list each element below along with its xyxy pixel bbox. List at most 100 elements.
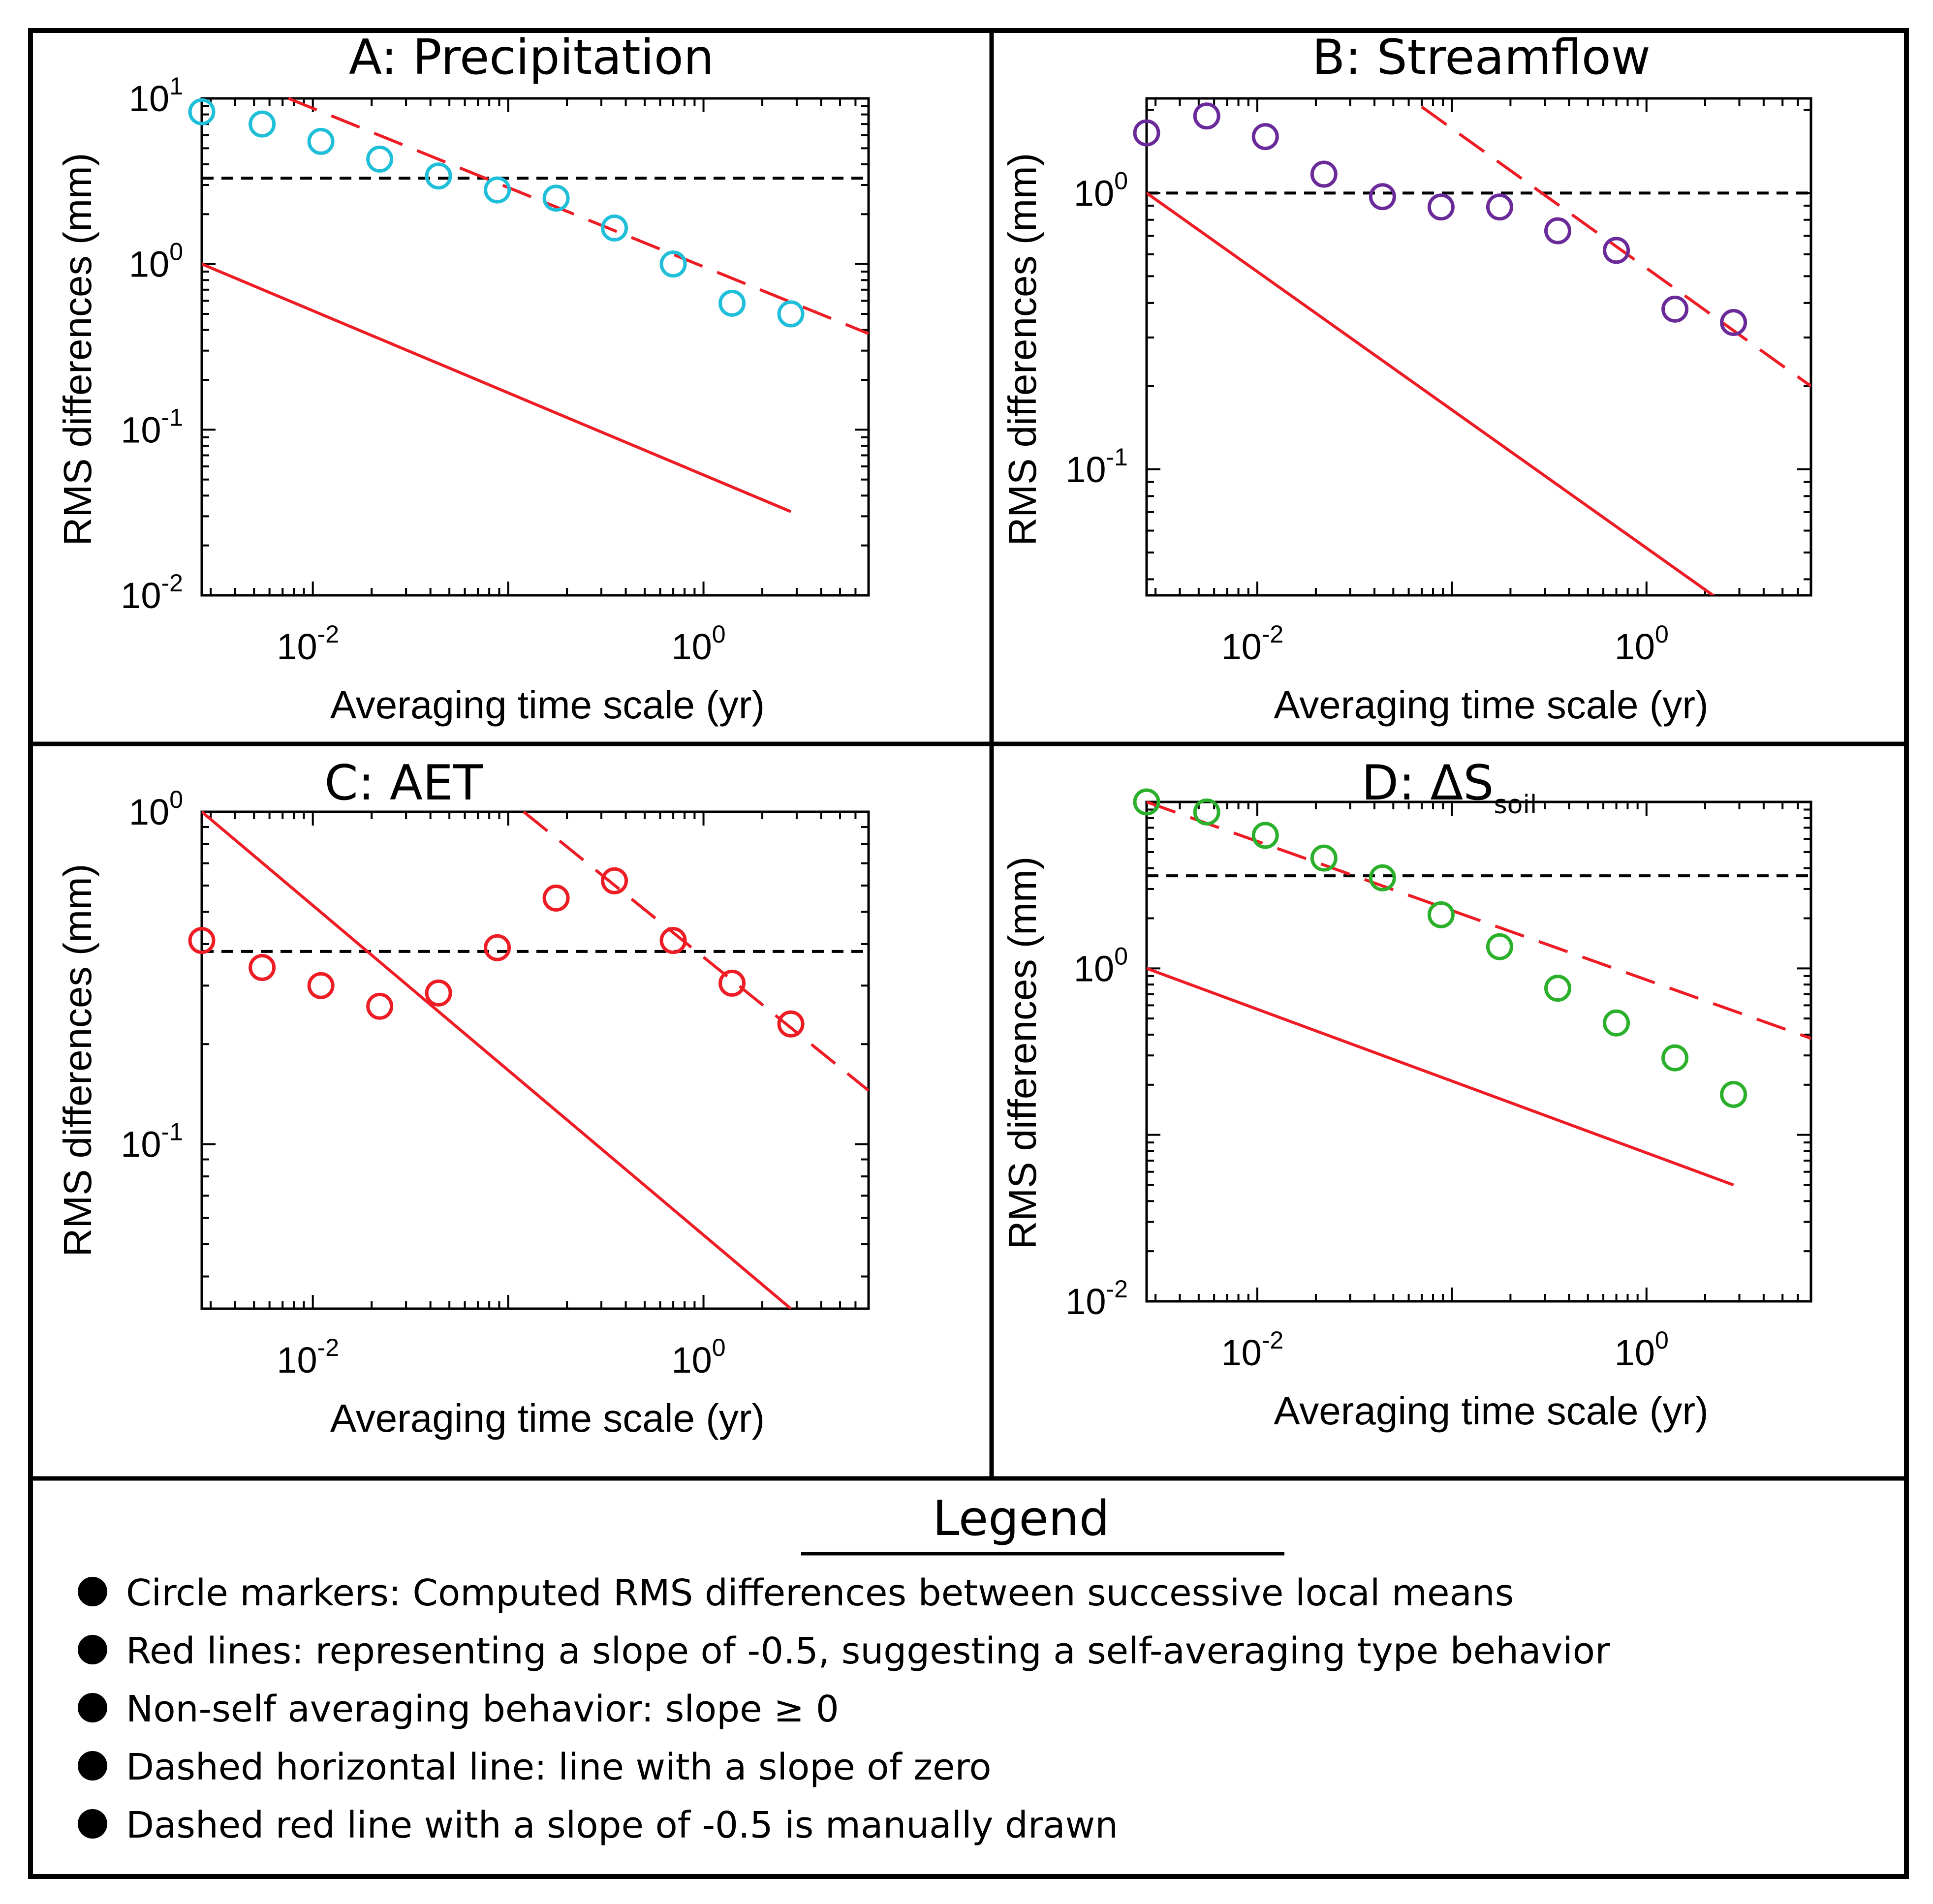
legend: Legend Circle markers: Computed RMS diff… bbox=[78, 1491, 1610, 1846]
legend-item: Red lines: representing a slope of -0.5,… bbox=[78, 1630, 1610, 1672]
panel-a-ticks bbox=[202, 97, 870, 596]
panel-b-y-tick-label: 100 bbox=[1074, 167, 1128, 214]
panel-a-data-point bbox=[188, 98, 216, 125]
panel-b-y-tick-label: 10-1 bbox=[1065, 443, 1128, 490]
panel-d-data-point bbox=[1369, 864, 1396, 891]
panel-b-data-point bbox=[1369, 183, 1396, 211]
panel-c-markers bbox=[188, 867, 805, 1038]
panel-a-y-tick-exponent: -1 bbox=[161, 403, 183, 431]
panel-d-data-point bbox=[1544, 975, 1571, 1002]
panel-b-plot-area bbox=[1147, 105, 1811, 595]
panel-b-y-axis-label: RMS differences (mm) bbox=[1000, 153, 1044, 546]
panel-c-solid-red-line bbox=[202, 810, 792, 1309]
panel-b-x-axis-label: Averaging time scale (yr) bbox=[1274, 683, 1708, 727]
panel-d-ticks bbox=[1147, 801, 1812, 1302]
panel-b-x-tick-base: 10 bbox=[1615, 626, 1655, 667]
panel-c-data-point bbox=[307, 972, 335, 999]
outer-frame bbox=[28, 28, 1909, 1879]
panel-d-data-point bbox=[1133, 788, 1160, 816]
legend-items: Circle markers: Computed RMS differences… bbox=[78, 1572, 1610, 1846]
panel-d-x-tick-base: 10 bbox=[1221, 1332, 1261, 1373]
panel-a-x-tick-exponent: -2 bbox=[317, 620, 339, 648]
panel-a-y-tick-base: 10 bbox=[129, 244, 169, 285]
legend-bullet-icon bbox=[78, 1693, 107, 1722]
panel-a-data-point bbox=[307, 127, 335, 155]
panel-a-y-tick-exponent: 0 bbox=[169, 238, 183, 266]
panel-c-y-tick-label: 10-1 bbox=[121, 1118, 183, 1165]
panel-a-x-axis-label: Averaging time scale (yr) bbox=[330, 683, 765, 727]
panel-c-title: C: AET bbox=[324, 755, 483, 811]
panel-c-title-main: C: AET bbox=[324, 755, 483, 811]
panel-c-x-tick-exponent: 0 bbox=[712, 1334, 726, 1361]
panel-b-x-tick-exponent: 0 bbox=[1655, 620, 1669, 648]
panel-c-y-tick-label: 100 bbox=[129, 786, 183, 832]
panel-c-x-tick-base: 10 bbox=[277, 1340, 317, 1381]
panel-d-data-point bbox=[1427, 901, 1455, 928]
legend-bullet-icon bbox=[78, 1809, 107, 1839]
panel-a-y-tick-exponent: 1 bbox=[169, 72, 183, 100]
panel-a-data-point bbox=[659, 250, 687, 278]
panel-b-data-point bbox=[1486, 193, 1513, 221]
panel-b-y-tick-base: 10 bbox=[1074, 173, 1114, 214]
panel-a-y-tick-label: 101 bbox=[129, 72, 183, 119]
panel-a-dashed-red-line bbox=[287, 97, 869, 335]
panel-c-y-tick-exponent: -1 bbox=[161, 1118, 183, 1146]
panel-d-data-point bbox=[1661, 1044, 1689, 1072]
panel-a-x-tick-label: 10-2 bbox=[277, 620, 339, 667]
panel-b-data-point bbox=[1133, 119, 1160, 147]
panel-d-data-point bbox=[1486, 933, 1513, 960]
panel-d-axes-box bbox=[1145, 800, 1812, 1303]
panel-b-title: B: Streamflow bbox=[1312, 30, 1651, 86]
legend-bullet-icon bbox=[78, 1635, 107, 1664]
panel-b-data-point bbox=[1251, 123, 1279, 151]
panel-b-data-point bbox=[1544, 217, 1571, 245]
panel-a-y-tick-label: 10-2 bbox=[121, 569, 183, 616]
panel-d-x-tick-exponent: -2 bbox=[1262, 1326, 1283, 1354]
panel-a-data-point bbox=[601, 214, 628, 242]
panel-b-y-tick-base: 10 bbox=[1065, 449, 1106, 490]
panel-c-axes-box bbox=[200, 810, 870, 1310]
panel-b-x-tick-base: 10 bbox=[1221, 626, 1261, 667]
panel-b-data-point bbox=[1310, 160, 1338, 188]
legend-item: Dashed red line with a slope of -0.5 is … bbox=[78, 1804, 1118, 1846]
panel-d-y-tick-exponent: -2 bbox=[1106, 1275, 1128, 1303]
panel-d-data-point bbox=[1310, 844, 1338, 872]
panel-d-x-tick-label: 10-2 bbox=[1221, 1326, 1283, 1373]
panel-d-y-tick-base: 10 bbox=[1074, 948, 1114, 989]
panel-a-solid-red-line bbox=[202, 262, 792, 513]
panel-b-data-point bbox=[1661, 295, 1689, 323]
panel-d-y-tick-label: 10-2 bbox=[1065, 1275, 1128, 1322]
panel-c-data-point bbox=[188, 927, 216, 954]
panel-c-x-axis-label: Averaging time scale (yr) bbox=[330, 1396, 765, 1440]
legend-item-text: Circle markers: Computed RMS differences… bbox=[126, 1572, 1514, 1614]
panel-b-x-tick-label: 10-2 bbox=[1221, 620, 1283, 667]
panel-d-title-main: D: ΔS bbox=[1362, 755, 1494, 811]
panel-d-data-point bbox=[1603, 1009, 1630, 1037]
panel-b-y-tick-exponent: -1 bbox=[1106, 443, 1128, 471]
panel-c-x-tick-exponent: -2 bbox=[317, 1334, 339, 1361]
panel-d-data-point bbox=[1720, 1080, 1747, 1108]
panel-a-data-point bbox=[425, 162, 452, 190]
panel-a-x-tick-base: 10 bbox=[277, 626, 317, 667]
legend-item-text: Dashed horizontal line: line with a slop… bbox=[126, 1746, 992, 1788]
panel-a-y-axis-label: RMS differences (mm) bbox=[56, 153, 99, 546]
panel-d-x-axis-label: Averaging time scale (yr) bbox=[1274, 1389, 1708, 1433]
panel-c-y-axis-label: RMS differences (mm) bbox=[56, 864, 99, 1257]
panel-d-dashed-red-line bbox=[1147, 800, 1811, 1040]
panel-b-data-point bbox=[1193, 102, 1220, 130]
panel-c-ticks bbox=[202, 811, 870, 1309]
panel-a-axes-box bbox=[200, 97, 870, 597]
panel-a-y-tick-label: 10-1 bbox=[121, 403, 183, 450]
panel-a-data-point bbox=[249, 110, 276, 138]
panel-a-data-point bbox=[777, 300, 805, 328]
panel-c-x-tick-base: 10 bbox=[671, 1340, 712, 1381]
panel-b-y-tick-exponent: 0 bbox=[1114, 167, 1128, 194]
legend-item-text: Dashed red line with a slope of -0.5 is … bbox=[126, 1804, 1118, 1846]
panel-a-y-tick-base: 10 bbox=[121, 575, 161, 616]
panel-d-x-tick-label: 100 bbox=[1615, 1326, 1669, 1373]
panel-a-y-tick-label: 100 bbox=[129, 238, 183, 285]
panel-a-y-tick-base: 10 bbox=[121, 409, 161, 450]
